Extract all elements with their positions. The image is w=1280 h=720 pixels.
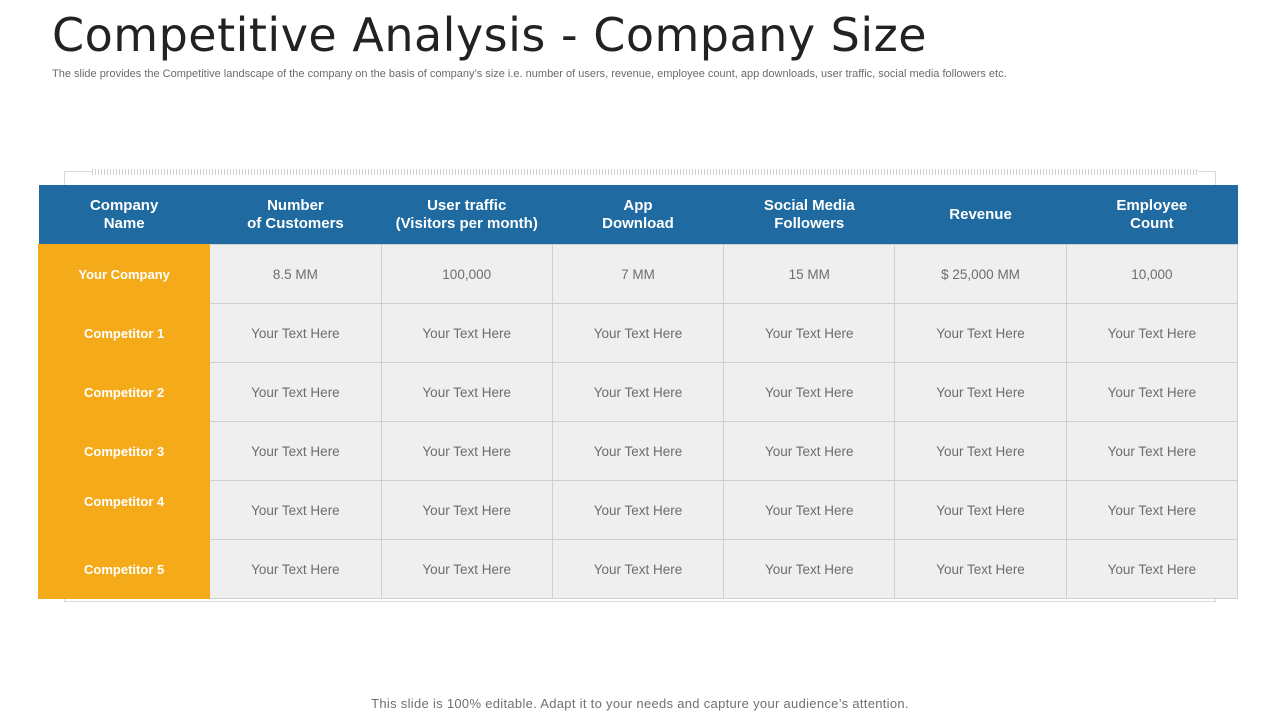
header-line: Count [1130, 214, 1174, 232]
table-row: Competitor 3 Your Text Here Your Text He… [37, 421, 1239, 481]
header-user-traffic: User traffic (Visitors per month) [381, 185, 553, 245]
header-line: Employee [1116, 196, 1188, 214]
slide-subtitle: The slide provides the Competitive lands… [52, 68, 1007, 80]
header-line: Social Media [763, 196, 855, 214]
table-cell: Your Text Here [380, 421, 553, 481]
table-cell: Your Text Here [380, 539, 553, 599]
table-cell: 100,000 [380, 244, 553, 304]
company-name-cell: Your Company [37, 244, 211, 304]
slide-title: Competitive Analysis - Company Size [52, 8, 928, 62]
competitive-analysis-table: Company Name Number of Customers User traf… [37, 185, 1239, 599]
table-row: Competitor 1 Your Text Here Your Text He… [37, 303, 1239, 363]
table-cell: Your Text Here [1065, 480, 1239, 540]
table-cell: Your Text Here [380, 480, 553, 540]
table-header-row: Company Name Number of Customers User traf… [38, 185, 1238, 245]
header-line: Download [602, 214, 674, 232]
table-cell: Your Text Here [209, 303, 382, 363]
company-name-cell: Competitor 5 [37, 539, 211, 599]
table-cell: Your Text Here [894, 480, 1067, 540]
table-row: Your Company 8.5 MM 100,000 7 MM 15 MM $… [37, 244, 1239, 304]
header-line: Revenue [949, 205, 1012, 223]
table-cell: Your Text Here [551, 539, 725, 599]
table-cell: Your Text Here [723, 480, 896, 540]
company-name-cell: Competitor 1 [37, 303, 211, 363]
header-line: Followers [774, 214, 845, 232]
company-name-cell: Competitor 3 [37, 421, 211, 481]
company-name-cell: Competitor 2 [37, 362, 211, 422]
table-cell: Your Text Here [894, 362, 1067, 422]
table-cell: 15 MM [723, 244, 896, 304]
table-cell: Your Text Here [551, 421, 725, 481]
header-line: Number [267, 196, 324, 214]
header-number-of-customers: Number of Customers [209, 185, 382, 245]
header-line: App [623, 196, 653, 214]
table-cell: Your Text Here [723, 539, 896, 599]
table-cell: 8.5 MM [209, 244, 382, 304]
company-name-cell: Competitor 4 [37, 480, 211, 540]
table-cell: Your Text Here [551, 303, 725, 363]
header-line: User traffic [427, 196, 507, 214]
header-line: (Visitors per month) [395, 214, 538, 232]
header-line: Company [89, 196, 159, 214]
table-cell: Your Text Here [209, 421, 382, 481]
table-cell: $ 25,000 MM [894, 244, 1067, 304]
table-cell: Your Text Here [723, 421, 896, 481]
table-cell: 10,000 [1065, 244, 1239, 304]
table-cell: Your Text Here [380, 303, 553, 363]
table-row: Competitor 2 Your Text Here Your Text He… [37, 362, 1239, 422]
table-cell: Your Text Here [894, 303, 1067, 363]
table-cell: Your Text Here [723, 303, 896, 363]
decorative-stripe [92, 169, 1198, 175]
table-row: Competitor 5 Your Text Here Your Text He… [37, 539, 1239, 599]
header-app-download: App Download [552, 185, 724, 245]
table-cell: Your Text Here [380, 362, 553, 422]
table-cell: Your Text Here [894, 421, 1067, 481]
table-cell: Your Text Here [1065, 303, 1239, 363]
table-cell: Your Text Here [723, 362, 896, 422]
header-revenue: Revenue [894, 185, 1067, 245]
table-cell: Your Text Here [894, 539, 1067, 599]
table-cell: Your Text Here [209, 539, 382, 599]
header-social-media-followers: Social Media Followers [723, 185, 895, 245]
header-line: Name [103, 214, 145, 232]
header-employee-count: Employee Count [1066, 185, 1238, 245]
table-cell: 7 MM [551, 244, 725, 304]
header-company-name: Company Name [38, 185, 210, 245]
table-cell: Your Text Here [551, 362, 725, 422]
table-cell: Your Text Here [209, 480, 382, 540]
header-line: of Customers [247, 214, 344, 232]
table-cell: Your Text Here [1065, 539, 1239, 599]
table-cell: Your Text Here [551, 480, 725, 540]
table-cell: Your Text Here [1065, 421, 1239, 481]
slide-footer-note: This slide is 100% editable. Adapt it to… [371, 696, 909, 711]
table-cell: Your Text Here [1065, 362, 1239, 422]
table-row: Competitor 4 Your Text Here Your Text He… [37, 480, 1239, 540]
table-cell: Your Text Here [209, 362, 382, 422]
